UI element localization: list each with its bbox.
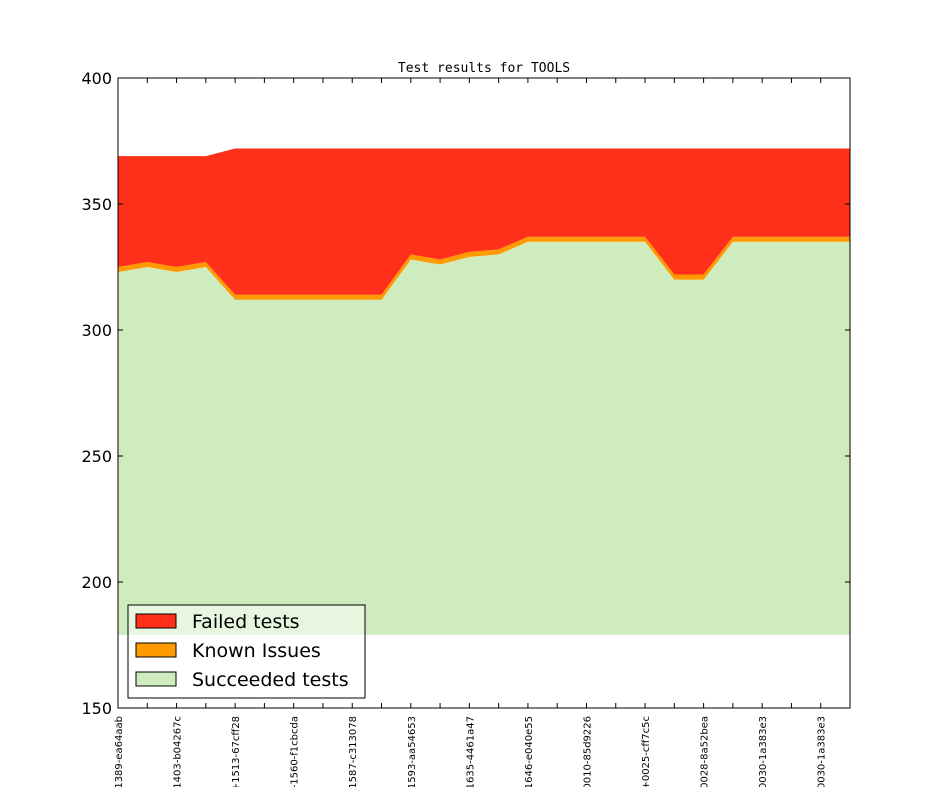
plot-frame [117,77,851,709]
y-tick-label: 200 [81,573,112,592]
y-tick-label: 300 [81,321,112,340]
legend: Failed tests Known Issues Succeeded tests [127,604,366,699]
x-tick-label: +0025-cff7c5c [641,716,652,787]
legend-swatch [135,613,177,629]
y-tick-label: 350 [81,195,112,214]
legend-swatch [135,642,177,658]
x-tick-label: -1560-f1cbcda [290,716,301,787]
area-failed-tests [118,148,850,295]
legend-label: Succeeded tests [192,669,349,691]
x-tick-label: 1635-4461a47 [465,716,476,787]
x-tick-label: +1513-67cff28 [231,716,242,787]
x-tick-label: 1403-b04267c [173,716,184,787]
legend-label: Known Issues [192,640,321,662]
x-tick-label: 0010-85d9226 [582,716,593,787]
x-tick-label: 1593-aa54653 [407,716,418,787]
area-layer [118,148,850,635]
x-tick-label: 1389-ea64aab [114,716,125,787]
legend-swatch [135,671,177,687]
x-tick-label: 0030-1a383e3 [758,716,769,787]
area-succeeded-tests [118,241,850,635]
y-tick-label: 250 [81,447,112,466]
chart-title: Test results for TOOLS [398,61,570,76]
y-tick-label: 400 [81,69,112,88]
y-tick-label: 150 [81,699,112,718]
legend-label: Failed tests [192,611,300,633]
x-tick-label: 0030-1a383e3 [817,716,828,787]
x-tick-label: 1646-e040e55 [524,716,535,787]
axes: 150 200 250 300 350 400 1389-ea64aab 1403-b0426… [81,69,851,791]
x-tick-label: 0028-8a52bea [700,716,711,787]
x-tick-label: 1587-c313078 [348,716,359,787]
